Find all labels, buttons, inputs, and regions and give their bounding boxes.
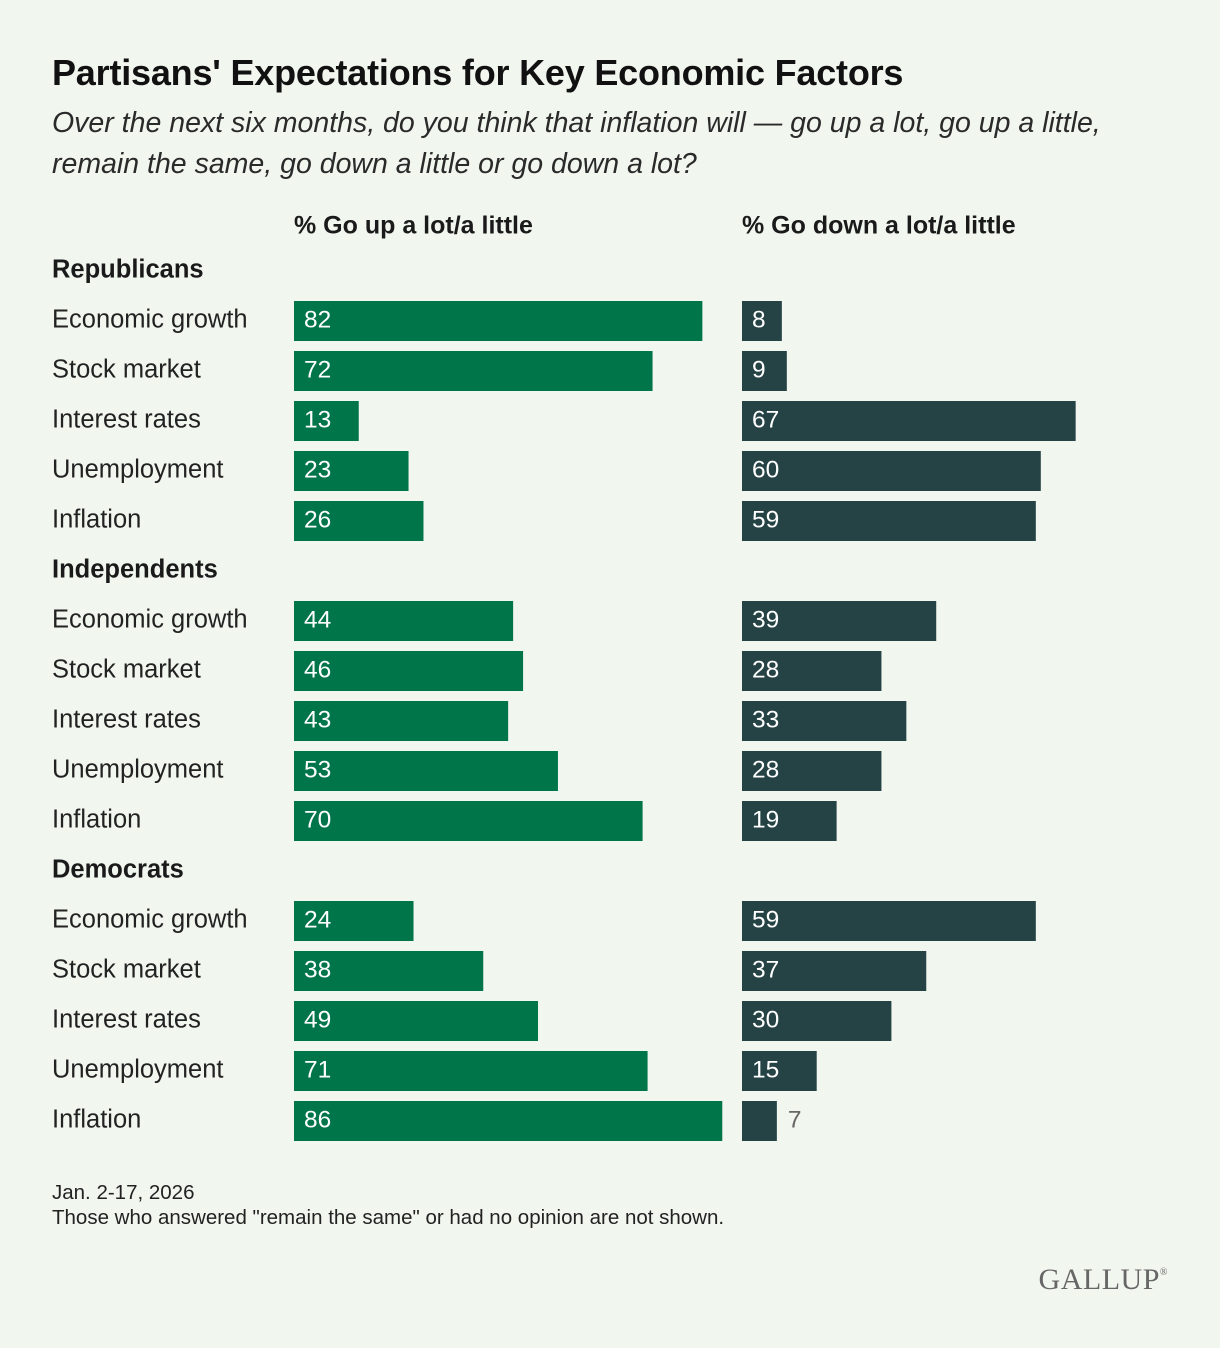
bar-up-value: 23 [304, 456, 331, 483]
bar-down-value: 39 [752, 606, 779, 633]
bar-up-value: 24 [304, 906, 331, 933]
row-label: Stock market [52, 956, 201, 984]
row-label: Economic growth [52, 906, 248, 934]
group-label: Democrats [52, 856, 184, 884]
bar-down [742, 651, 882, 691]
bar-up-value: 72 [304, 356, 331, 383]
bar-up-value: 86 [304, 1106, 331, 1133]
bar-up [294, 951, 484, 991]
bar-up [294, 401, 359, 441]
bar-up [294, 751, 558, 791]
row-label: Inflation [52, 506, 141, 534]
bar-down [742, 301, 782, 341]
bar-down [742, 451, 1041, 491]
bar-down-value: 59 [752, 506, 779, 533]
bar-down [742, 401, 1076, 441]
row-label: Stock market [52, 356, 201, 384]
bar-up-value: 71 [304, 1056, 331, 1083]
bar-up [294, 801, 643, 841]
column-header-down: % Go down a lot/a little [742, 212, 1016, 240]
bar-up-value: 43 [304, 706, 331, 733]
bar-down [742, 1101, 777, 1141]
bar-down [742, 1051, 817, 1091]
bar-up [294, 1101, 723, 1141]
bar-up [294, 301, 703, 341]
bar-up-value: 53 [304, 756, 331, 783]
bar-down [742, 701, 907, 741]
row-label: Unemployment [52, 1056, 224, 1084]
bar-up [294, 1001, 539, 1041]
bar-down-value: 67 [752, 406, 779, 433]
chart-title: Partisans' Expectations for Key Economic… [52, 52, 904, 93]
row-label: Stock market [52, 656, 201, 684]
row-label: Inflation [52, 1106, 141, 1134]
row-label: Economic growth [52, 306, 248, 334]
bar-up [294, 901, 414, 941]
bar-down-value: 37 [752, 956, 779, 983]
bar-up-value: 49 [304, 1006, 331, 1033]
row-label: Unemployment [52, 756, 224, 784]
bar-up-value: 26 [304, 506, 331, 533]
bar-up-value: 38 [304, 956, 331, 983]
bar-up [294, 501, 424, 541]
survey-date: Jan. 2-17, 2026 [52, 1181, 195, 1204]
bar-down-value: 59 [752, 906, 779, 933]
row-label: Unemployment [52, 456, 224, 484]
chart-subtitle: Over the next six months, do you think t… [52, 107, 1101, 180]
bar-chart: % Go up a lot/a little % Go down a lot/a … [52, 212, 1076, 1141]
bar-down [742, 751, 882, 791]
bar-down [742, 501, 1036, 541]
bar-down-value: 7 [788, 1106, 802, 1133]
bar-up-value: 82 [304, 306, 331, 333]
bar-up-value: 44 [304, 606, 331, 633]
bar-up [294, 651, 524, 691]
bar-down [742, 351, 787, 391]
gallup-logo: GALLUP® [1039, 1263, 1168, 1297]
bar-up [294, 701, 509, 741]
registered-mark: ® [1159, 1267, 1168, 1278]
bar-down [742, 1001, 892, 1041]
bar-down [742, 901, 1036, 941]
bar-down-value: 8 [752, 306, 766, 333]
bar-down-value: 9 [752, 356, 766, 383]
bar-down [742, 801, 837, 841]
bar-down-value: 28 [752, 756, 779, 783]
bar-up [294, 1051, 648, 1091]
bar-down-value: 19 [752, 806, 779, 833]
row-label: Interest rates [52, 406, 201, 434]
row-label: Interest rates [52, 706, 201, 734]
gallup-logo-text: GALLUP [1038, 1263, 1160, 1296]
bar-down-value: 30 [752, 1006, 779, 1033]
group-label: Independents [52, 556, 218, 584]
row-label: Inflation [52, 806, 141, 834]
group-label: Republicans [52, 256, 204, 284]
column-header-up: % Go up a lot/a little [294, 212, 533, 240]
bar-down [742, 601, 937, 641]
bar-up [294, 351, 653, 391]
footnote: Those who answered "remain the same" or … [52, 1206, 725, 1229]
bar-down-value: 15 [752, 1056, 779, 1083]
bar-up [294, 601, 514, 641]
bar-up-value: 13 [304, 406, 331, 433]
row-label: Economic growth [52, 606, 248, 634]
row-label: Interest rates [52, 1006, 201, 1034]
bar-down-value: 28 [752, 656, 779, 683]
bar-down-value: 60 [752, 456, 779, 483]
bar-down-value: 33 [752, 706, 779, 733]
bar-down [742, 951, 927, 991]
bar-up [294, 451, 409, 491]
bar-up-value: 70 [304, 806, 331, 833]
bar-up-value: 46 [304, 656, 331, 683]
